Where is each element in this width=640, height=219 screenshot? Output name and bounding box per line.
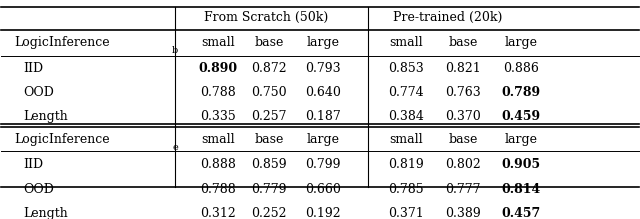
Text: 0.793: 0.793 (305, 62, 341, 75)
Text: small: small (389, 134, 423, 147)
Text: base: base (449, 134, 478, 147)
Text: From Scratch (50k): From Scratch (50k) (204, 11, 328, 24)
Text: LogicInference: LogicInference (14, 36, 109, 49)
Text: b: b (172, 46, 179, 55)
Text: 0.814: 0.814 (501, 183, 540, 196)
Text: e: e (172, 143, 178, 152)
Text: OOD: OOD (24, 183, 54, 196)
Text: 0.384: 0.384 (388, 110, 424, 123)
Text: 0.660: 0.660 (305, 183, 341, 196)
Text: 0.335: 0.335 (200, 110, 236, 123)
Text: 0.763: 0.763 (445, 86, 481, 99)
Text: 0.799: 0.799 (305, 158, 341, 171)
Text: large: large (307, 134, 340, 147)
Text: small: small (389, 36, 423, 49)
Text: 0.890: 0.890 (198, 62, 237, 75)
Text: large: large (504, 36, 537, 49)
Text: 0.886: 0.886 (503, 62, 539, 75)
Text: small: small (201, 36, 235, 49)
Text: 0.774: 0.774 (388, 86, 424, 99)
Text: 0.785: 0.785 (388, 183, 424, 196)
Text: 0.821: 0.821 (445, 62, 481, 75)
Text: 0.859: 0.859 (252, 158, 287, 171)
Text: LogicInference: LogicInference (14, 134, 109, 147)
Text: 0.819: 0.819 (388, 158, 424, 171)
Text: 0.905: 0.905 (501, 158, 540, 171)
Text: 0.371: 0.371 (388, 207, 424, 219)
Text: base: base (254, 36, 284, 49)
Text: 0.788: 0.788 (200, 183, 236, 196)
Text: IID: IID (24, 158, 44, 171)
Text: base: base (449, 36, 478, 49)
Text: base: base (254, 134, 284, 147)
Text: 0.872: 0.872 (252, 62, 287, 75)
Text: 0.370: 0.370 (445, 110, 481, 123)
Text: Length: Length (24, 207, 68, 219)
Text: OOD: OOD (24, 86, 54, 99)
Text: 0.257: 0.257 (252, 110, 287, 123)
Text: Pre-trained (20k): Pre-trained (20k) (393, 11, 502, 24)
Text: 0.802: 0.802 (445, 158, 481, 171)
Text: large: large (307, 36, 340, 49)
Text: 0.459: 0.459 (501, 110, 540, 123)
Text: 0.888: 0.888 (200, 158, 236, 171)
Text: 0.853: 0.853 (388, 62, 424, 75)
Text: 0.192: 0.192 (305, 207, 341, 219)
Text: 0.457: 0.457 (501, 207, 540, 219)
Text: 0.789: 0.789 (501, 86, 540, 99)
Text: 0.777: 0.777 (445, 183, 481, 196)
Text: 0.640: 0.640 (305, 86, 341, 99)
Text: 0.312: 0.312 (200, 207, 236, 219)
Text: small: small (201, 134, 235, 147)
Text: large: large (504, 134, 537, 147)
Text: 0.788: 0.788 (200, 86, 236, 99)
Text: 0.389: 0.389 (445, 207, 481, 219)
Text: 0.187: 0.187 (305, 110, 341, 123)
Text: 0.252: 0.252 (252, 207, 287, 219)
Text: Length: Length (24, 110, 68, 123)
Text: 0.750: 0.750 (252, 86, 287, 99)
Text: IID: IID (24, 62, 44, 75)
Text: 0.779: 0.779 (252, 183, 287, 196)
